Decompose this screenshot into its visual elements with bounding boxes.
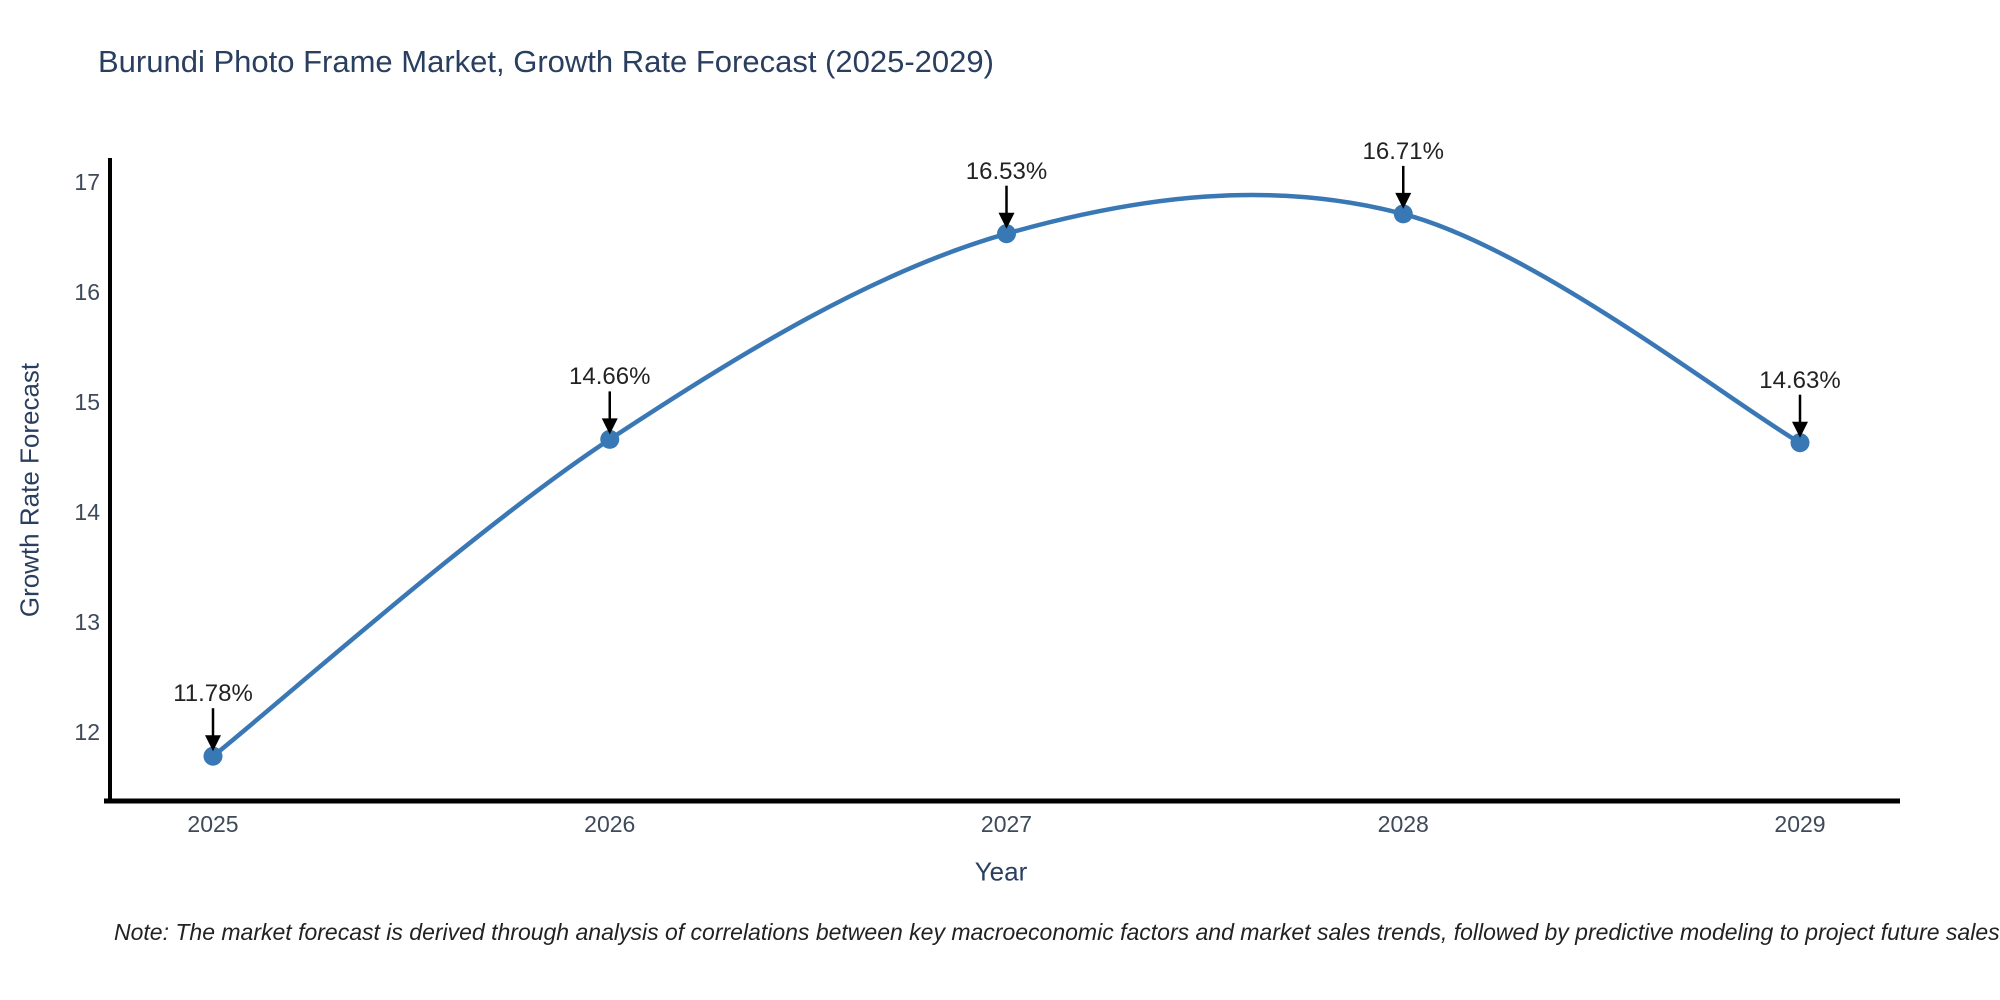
- ytick: 14: [74, 499, 100, 525]
- point-annotation: 14.66%: [569, 363, 651, 391]
- footnote: Note: The market forecast is derived thr…: [114, 919, 2000, 945]
- xtick: 2025: [187, 811, 239, 837]
- ytick: 17: [74, 169, 100, 195]
- growth-rate-line[interactable]: [210, 192, 1803, 759]
- point-annotation: 16.53%: [965, 157, 1048, 185]
- point-annotation: 14.63%: [1759, 366, 1841, 394]
- data-point-marker[interactable]: [1790, 433, 1810, 453]
- ytick: 12: [74, 719, 100, 745]
- data-point-marker[interactable]: [203, 746, 223, 766]
- data-point-marker[interactable]: [997, 224, 1016, 244]
- arrow-head-icon: [205, 735, 221, 752]
- chart-title: Burundi Photo Frame Market, Growth Rate …: [98, 44, 994, 79]
- point-annotation: 16.71%: [1362, 137, 1444, 165]
- arrow-head-icon: [998, 212, 1015, 229]
- xtick: 2026: [584, 811, 636, 837]
- arrow-head-icon: [1792, 421, 1808, 438]
- xtick: 2028: [1377, 811, 1429, 837]
- arrow-head-icon: [601, 418, 618, 435]
- xtick: 2027: [980, 811, 1033, 837]
- ytick: 16: [74, 279, 100, 305]
- arrow-head-icon: [1395, 192, 1412, 209]
- data-point-marker[interactable]: [600, 429, 620, 449]
- data-point-markers[interactable]: [203, 204, 1810, 766]
- x-axis-title: Year: [974, 856, 1028, 887]
- ytick: 13: [74, 609, 100, 635]
- xtick: 2029: [1774, 811, 1826, 837]
- point-annotation: 11.78%: [173, 680, 253, 708]
- data-point-marker[interactable]: [1393, 204, 1413, 224]
- ytick: 15: [74, 389, 100, 415]
- annotation-arrows: [205, 165, 1808, 752]
